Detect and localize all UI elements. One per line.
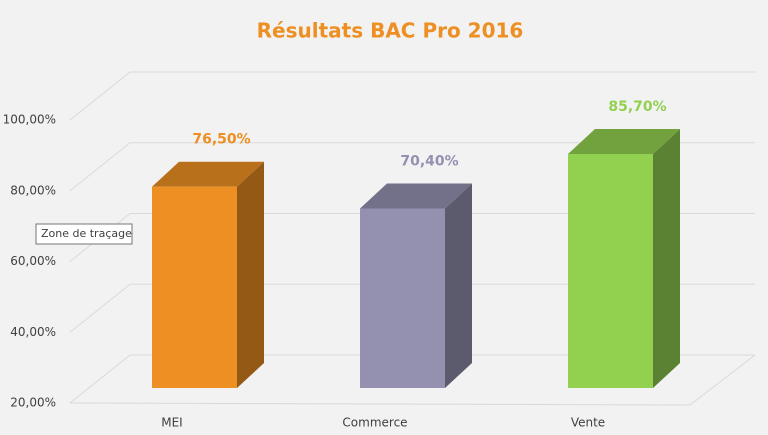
bar-face xyxy=(360,183,472,209)
x-tick-label: MEI xyxy=(161,416,182,430)
grid-line xyxy=(69,283,755,333)
tooltip: Zone de traçage xyxy=(41,227,132,240)
y-tick-label: 60,00% xyxy=(10,254,56,268)
tooltip-box xyxy=(35,223,133,245)
y-tick-label: 80,00% xyxy=(10,183,56,197)
x-tick-label: Commerce xyxy=(342,416,407,430)
grid-line xyxy=(69,354,755,404)
bar-face xyxy=(360,208,445,388)
y-tick-label: 20,00% xyxy=(10,396,56,410)
y-tick-label: 100,00% xyxy=(3,113,56,127)
bar-face xyxy=(568,128,680,154)
bar xyxy=(360,183,472,388)
bar-face xyxy=(237,161,264,388)
bar-face xyxy=(445,183,472,388)
bar-face xyxy=(568,153,653,388)
bar-face xyxy=(653,128,680,388)
floor xyxy=(69,354,756,406)
x-tick-label: Vente xyxy=(571,416,605,430)
value-label: 85,70% xyxy=(608,99,666,115)
bar xyxy=(568,128,680,388)
grid-line xyxy=(69,142,755,192)
chart-title: Résultats BAC Pro 2016 xyxy=(257,19,524,43)
value-label: 70,40% xyxy=(400,153,458,169)
grid-line xyxy=(69,71,755,121)
bar-face xyxy=(152,161,264,187)
bar-face xyxy=(152,186,237,388)
grid-line xyxy=(69,213,755,262)
value-label: 76,50% xyxy=(192,132,250,148)
bar xyxy=(152,161,264,388)
y-tick-label: 40,00% xyxy=(10,325,56,339)
